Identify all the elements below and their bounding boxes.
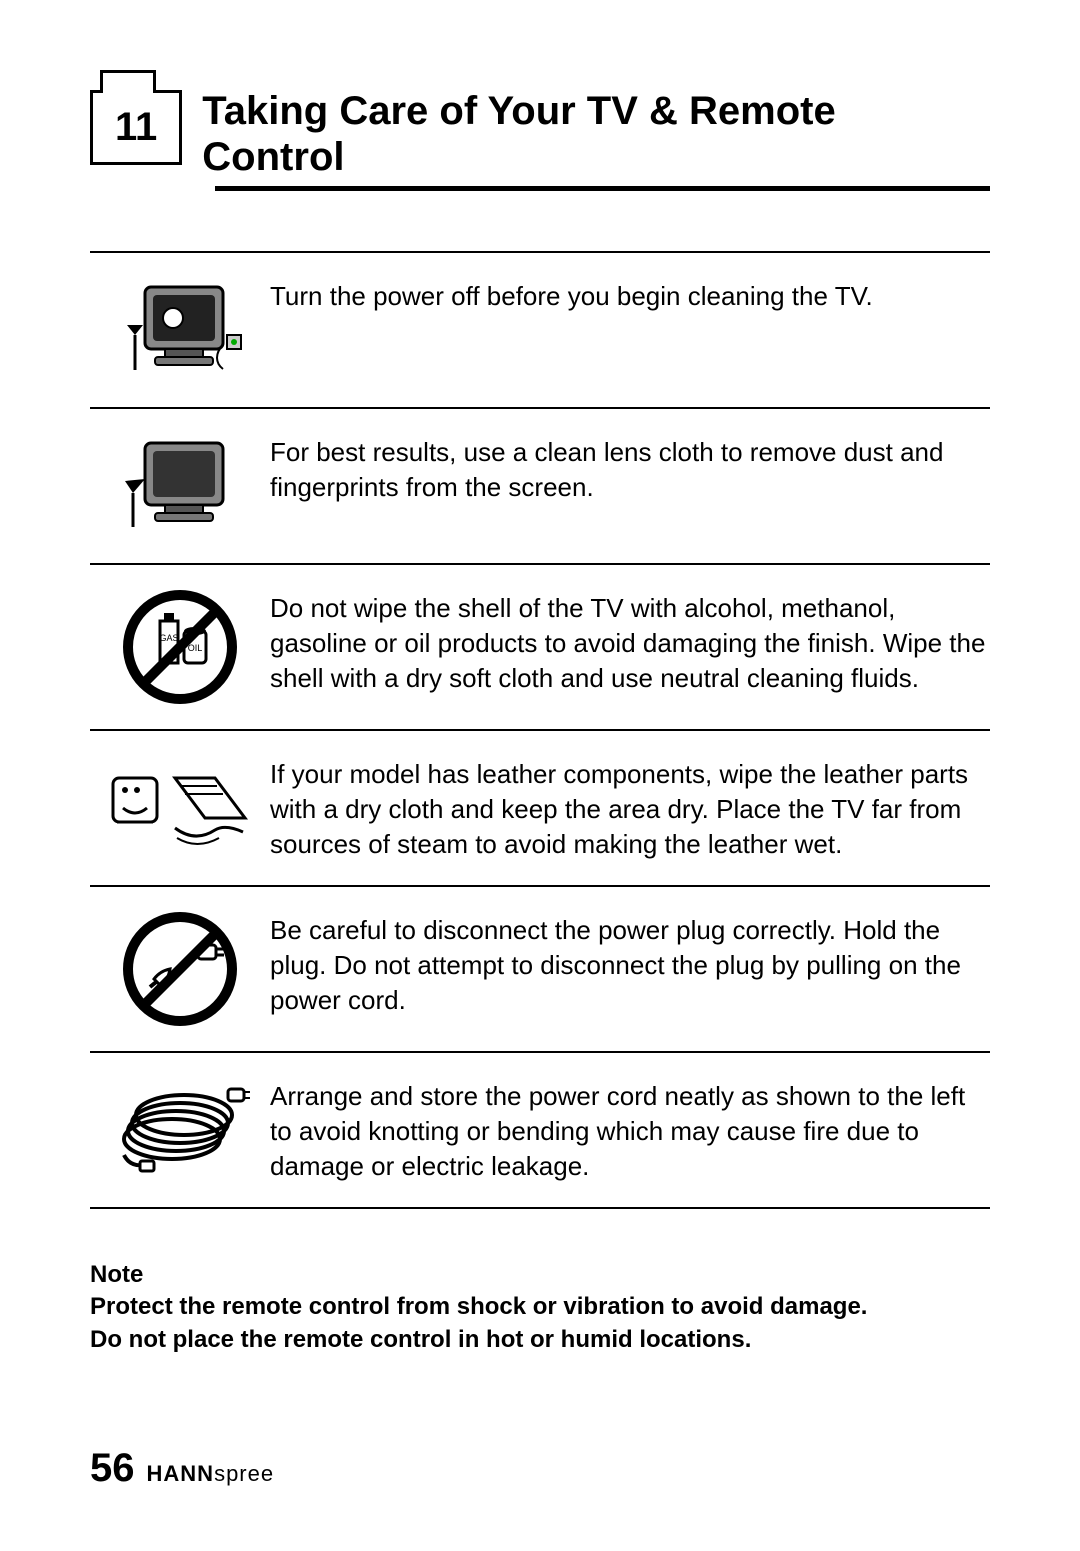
item-text: If your model has leather components, wi… [270,753,990,862]
svg-text:OIL: OIL [188,643,203,653]
chapter-title: Taking Care of Your TV & Remote Control [202,88,922,188]
item-text: Do not wipe the shell of the TV with alc… [270,587,990,696]
item-text: Arrange and store the power cord neatly … [270,1075,990,1184]
brand-logo: HANNspree [147,1461,275,1487]
list-item: GAS OIL Do not wipe the shell of the TV … [90,563,990,729]
tv-clean-icon [90,431,270,541]
brand-bold: HANN [147,1461,215,1486]
note-line: Protect the remote control from shock or… [90,1291,990,1323]
no-chemicals-icon: GAS OIL [90,587,270,707]
note-label: Note [90,1259,990,1291]
chapter-header: 11 Taking Care of Your TV & Remote Contr… [90,70,990,191]
note-block: Note Protect the remote control from sho… [90,1259,990,1356]
note-line: Do not place the remote control in hot o… [90,1324,990,1356]
chapter-number: 11 [90,90,182,165]
list-item: If your model has leather components, wi… [90,729,990,885]
page-number: 56 [90,1446,135,1491]
list-item: Be careful to disconnect the power plug … [90,885,990,1051]
care-instruction-list: Turn the power off before you begin clea… [90,251,990,1209]
chapter-tab-notch [100,70,156,93]
leather-steam-icon [90,753,270,863]
chapter-header-row: 11 Taking Care of Your TV & Remote Contr… [90,70,990,188]
item-text: Turn the power off before you begin clea… [270,275,990,314]
chapter-number-box: 11 [90,70,182,165]
page-footer: 56 HANNspree [90,1446,990,1491]
list-item: Arrange and store the power cord neatly … [90,1051,990,1209]
item-text: Be careful to disconnect the power plug … [270,909,990,1018]
item-text: For best results, use a clean lens cloth… [270,431,990,505]
coiled-cord-icon [90,1075,270,1185]
tv-power-off-icon [90,275,270,385]
no-pull-plug-icon [90,909,270,1029]
list-item: Turn the power off before you begin clea… [90,251,990,407]
svg-text:GAS: GAS [159,633,178,643]
brand-light: spree [214,1461,274,1486]
list-item: For best results, use a clean lens cloth… [90,407,990,563]
